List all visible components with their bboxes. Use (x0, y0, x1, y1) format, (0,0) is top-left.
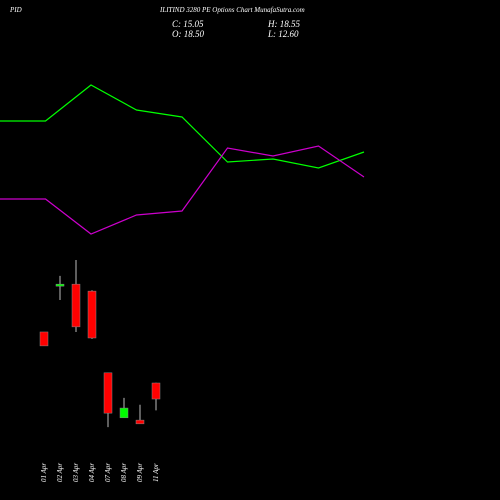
indicator-line (0, 145, 365, 235)
candle-body (87, 290, 97, 339)
x-tick-label: 09 Apr (136, 463, 144, 482)
chart-title: PID (9, 6, 22, 14)
chart-title: ILITIND 3280 PE Options Chart MunafaSutr… (159, 6, 305, 14)
candle-body (119, 407, 129, 419)
x-tick-label: 11 Apr (152, 463, 160, 482)
candle-body (135, 419, 145, 425)
candle-body (151, 382, 161, 400)
info-low: L: 12.60 (267, 29, 299, 39)
indicator-line (0, 84, 365, 169)
x-tick-label: 04 Apr (88, 463, 96, 482)
x-tick-label: 02 Apr (56, 463, 64, 482)
info-close: C: 15.05 (172, 19, 204, 29)
candle-body (71, 283, 81, 328)
x-tick-label: 03 Apr (72, 463, 80, 482)
x-tick-label: 07 Apr (104, 463, 112, 482)
x-tick-label: 01 Apr (40, 463, 48, 482)
candle-body (103, 372, 113, 414)
info-high: H: 18.55 (267, 19, 300, 29)
candle-body (55, 283, 65, 287)
info-open: O: 18.50 (172, 29, 204, 39)
candle-body (39, 331, 49, 347)
x-tick-label: 08 Apr (120, 463, 128, 482)
